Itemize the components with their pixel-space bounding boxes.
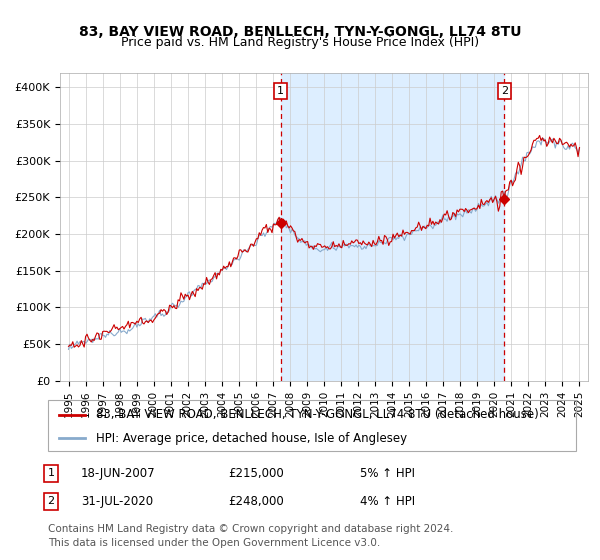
Text: Contains HM Land Registry data © Crown copyright and database right 2024.: Contains HM Land Registry data © Crown c…	[48, 524, 454, 534]
Text: 1: 1	[47, 468, 55, 478]
Text: Price paid vs. HM Land Registry's House Price Index (HPI): Price paid vs. HM Land Registry's House …	[121, 36, 479, 49]
Text: 31-JUL-2020: 31-JUL-2020	[81, 494, 153, 508]
Text: £215,000: £215,000	[228, 466, 284, 480]
Text: HPI: Average price, detached house, Isle of Anglesey: HPI: Average price, detached house, Isle…	[95, 432, 407, 445]
Bar	[281, 73, 504, 381]
Text: 4% ↑ HPI: 4% ↑ HPI	[360, 494, 415, 508]
Text: 18-JUN-2007: 18-JUN-2007	[81, 466, 155, 480]
Text: 5% ↑ HPI: 5% ↑ HPI	[360, 466, 415, 480]
Text: 83, BAY VIEW ROAD, BENLLECH, TYN-Y-GONGL, LL74 8TU (detached house): 83, BAY VIEW ROAD, BENLLECH, TYN-Y-GONGL…	[95, 408, 538, 421]
Text: 2: 2	[500, 86, 508, 96]
Text: £248,000: £248,000	[228, 494, 284, 508]
Text: This data is licensed under the Open Government Licence v3.0.: This data is licensed under the Open Gov…	[48, 538, 380, 548]
Text: 2: 2	[47, 496, 55, 506]
Text: 83, BAY VIEW ROAD, BENLLECH, TYN-Y-GONGL, LL74 8TU: 83, BAY VIEW ROAD, BENLLECH, TYN-Y-GONGL…	[79, 25, 521, 39]
Text: 1: 1	[277, 86, 284, 96]
